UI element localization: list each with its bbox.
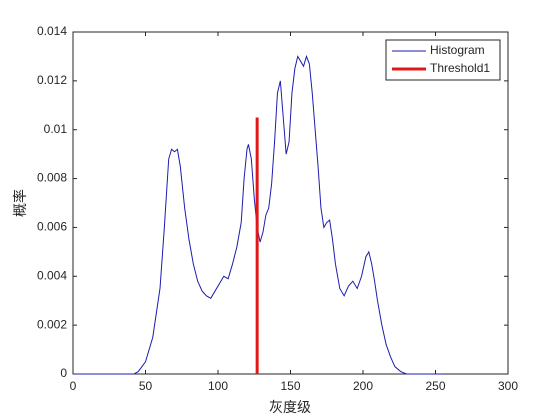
y-tick-label: 0.014 — [37, 24, 67, 38]
legend-label: Threshold1 — [430, 61, 490, 75]
legend-box — [385, 39, 501, 81]
x-tick-label: 300 — [498, 379, 518, 393]
y-tick-label: 0 — [60, 366, 67, 380]
x-tick-label: 150 — [280, 379, 300, 393]
y-axis-label: 概率 — [12, 189, 29, 217]
x-tick-label: 0 — [70, 379, 77, 393]
y-tick-label: 0.01 — [44, 122, 68, 136]
legend-label: Histogram — [430, 43, 485, 57]
y-tick-label: 0.006 — [37, 220, 67, 234]
y-tick-label: 0.012 — [37, 73, 67, 87]
x-tick-label: 100 — [208, 379, 228, 393]
series-line — [73, 54, 443, 375]
x-tick-label: 200 — [353, 379, 373, 393]
x-tick-label: 250 — [425, 379, 445, 393]
plot-area — [72, 31, 509, 375]
x-axis-label: 灰度级 — [269, 400, 311, 416]
y-tick-label: 0.008 — [37, 171, 67, 185]
y-tick-label: 0.002 — [37, 317, 67, 331]
y-tick-label: 0.004 — [37, 268, 67, 282]
x-tick-label: 50 — [139, 379, 153, 393]
